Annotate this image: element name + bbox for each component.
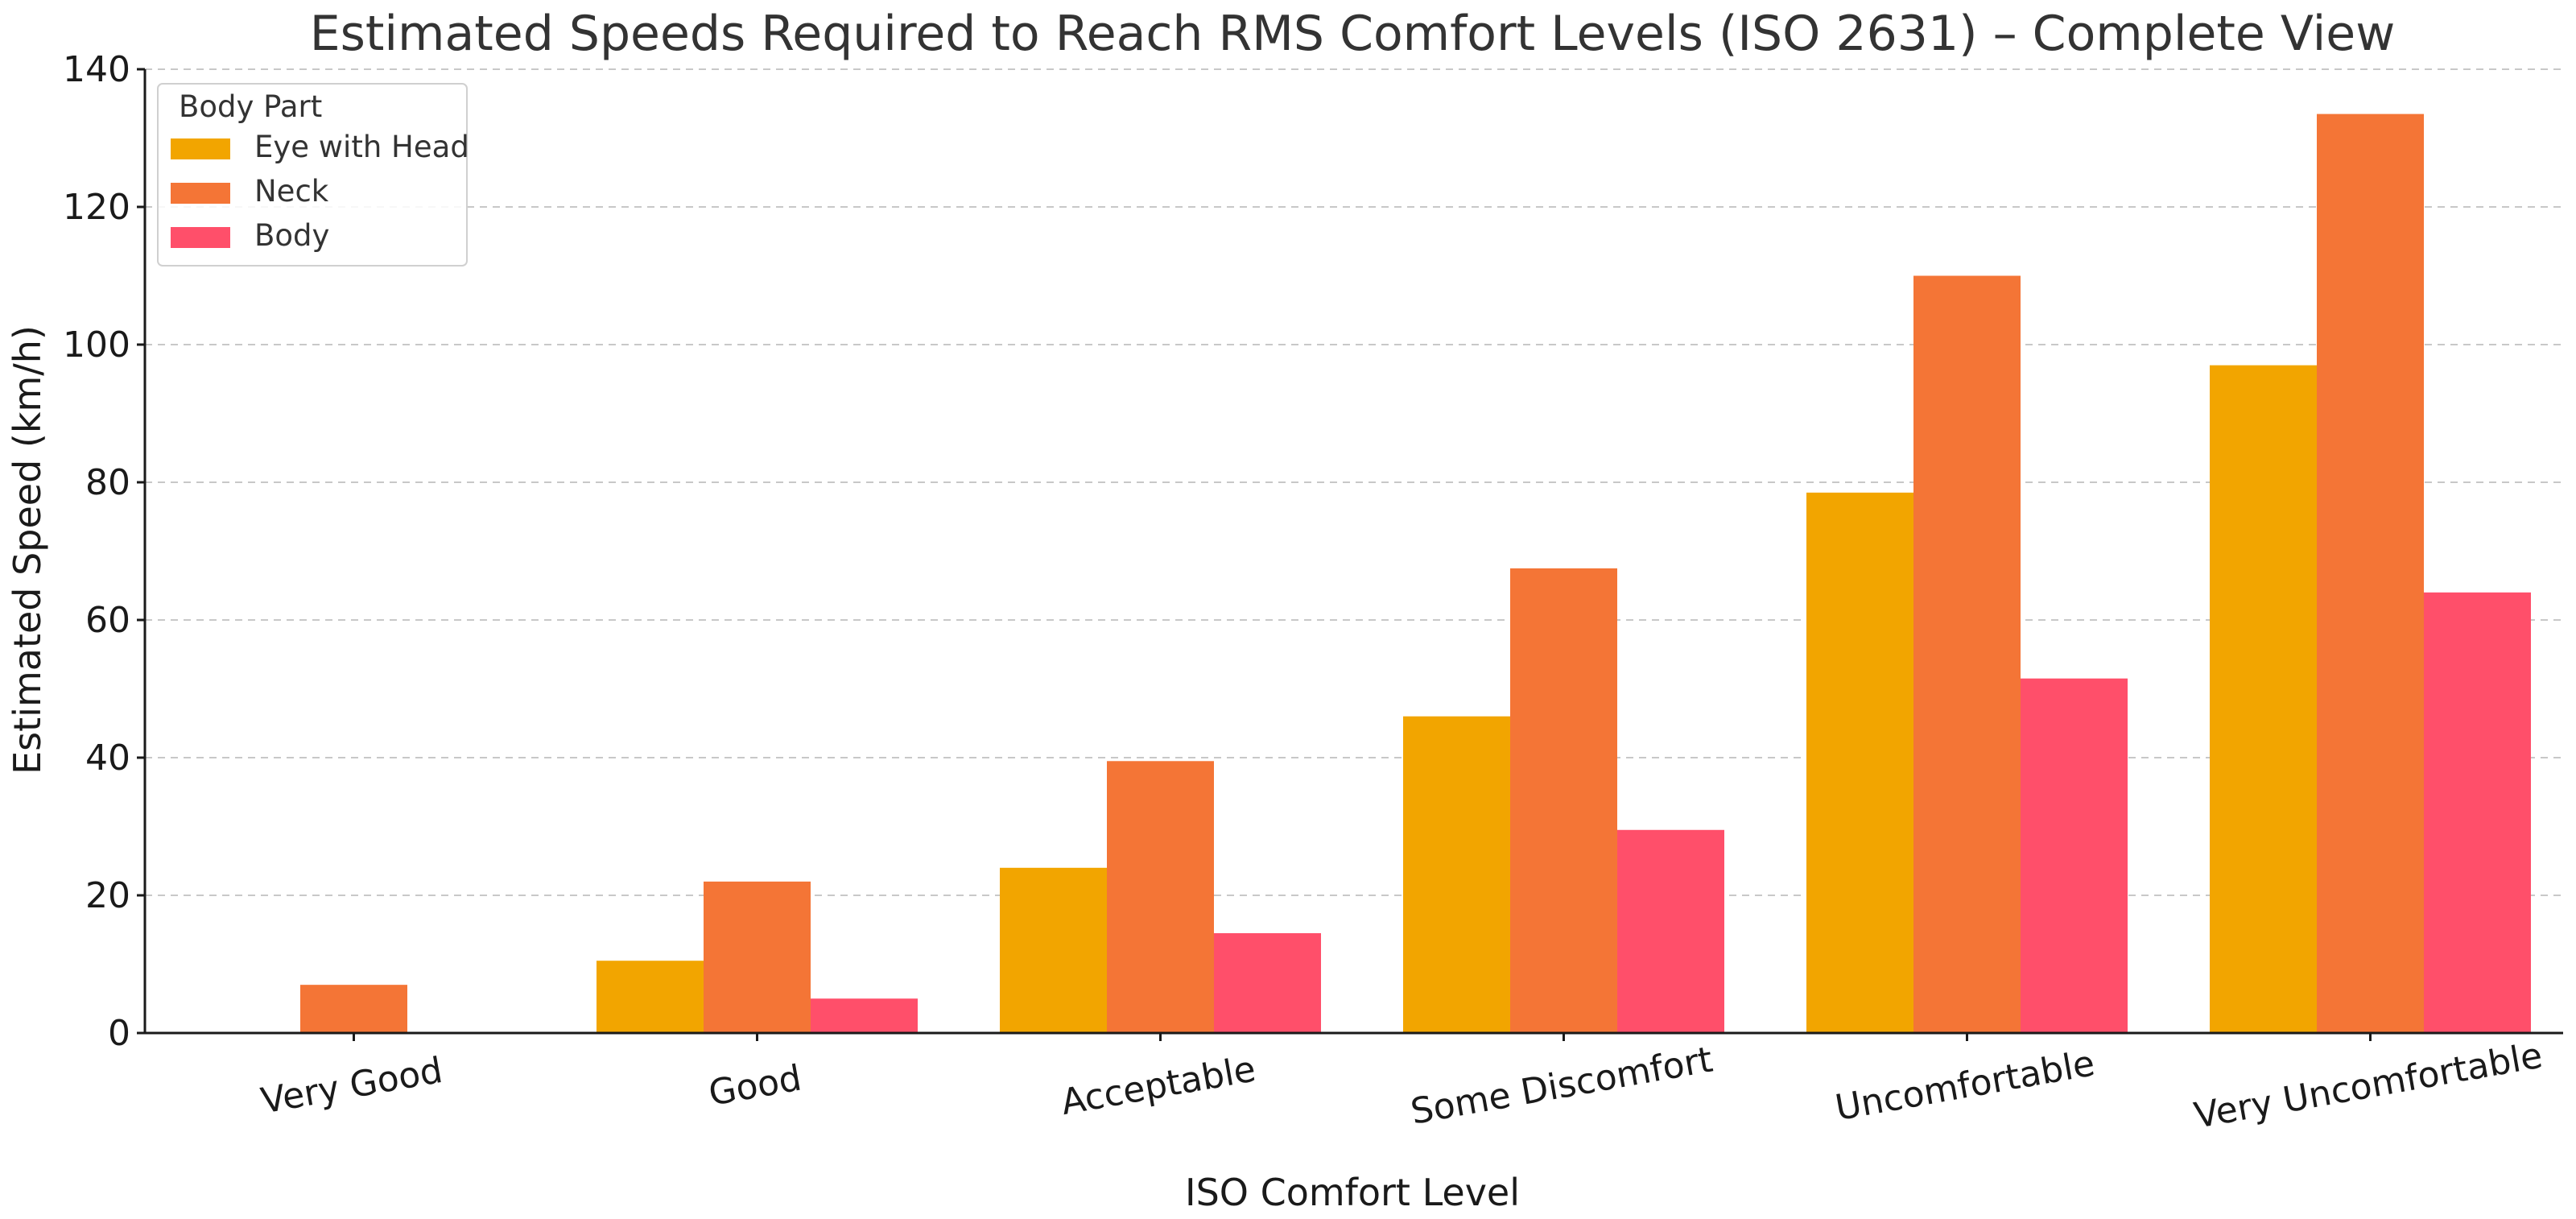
bar [2424, 592, 2531, 1033]
bar [1806, 492, 1913, 1033]
legend-entries: Eye with Head Neck Body [171, 130, 469, 253]
legend-frame [157, 83, 468, 267]
grid-lines [145, 68, 2563, 896]
x-axis-label: ISO Comfort Level [1185, 1171, 1520, 1214]
bar [1913, 275, 2021, 1033]
legend-swatch [171, 183, 230, 204]
y-tick-label: 100 [63, 324, 130, 366]
bar [704, 881, 811, 1033]
bar [2317, 114, 2424, 1034]
x-tick-label: Uncomfortable [1832, 1043, 2098, 1129]
x-tick-label: Acceptable [1058, 1048, 1258, 1123]
bar [597, 961, 704, 1033]
bars [300, 114, 2531, 1034]
legend-swatch [171, 227, 230, 248]
bar [2210, 365, 2317, 1033]
y-tick-label: 40 [85, 738, 130, 779]
x-tick-label: Very Uncomfortable [2191, 1035, 2545, 1137]
bar [300, 985, 407, 1033]
legend-label: Eye with Head [254, 130, 469, 164]
x-tick-label: Very Good [258, 1050, 445, 1122]
bar [1510, 568, 1617, 1033]
y-tick-label: 0 [108, 1013, 130, 1054]
bar [1107, 761, 1214, 1033]
bar [811, 998, 918, 1033]
legend-swatch [171, 138, 230, 159]
bar [1617, 829, 1724, 1033]
y-tick-label: 20 [85, 875, 130, 916]
y-tick-label: 140 [63, 49, 130, 90]
bar [1000, 867, 1107, 1033]
y-tick-label: 80 [85, 462, 130, 503]
x-tick-label: Good [705, 1058, 804, 1114]
legend: Body Part Eye with Head Neck Body [157, 83, 469, 267]
x-tick-label: Some Discomfort [1408, 1039, 1716, 1133]
chart-title: Estimated Speeds Required to Reach RMS C… [310, 6, 2396, 62]
axes [137, 68, 2563, 1041]
bar [1403, 716, 1510, 1033]
legend-title: Body Part [179, 89, 322, 124]
legend-label: Body [254, 218, 329, 253]
legend-label: Neck [254, 174, 329, 209]
y-tick-label: 60 [85, 600, 130, 641]
y-axis-label: Estimated Speed (km/h) [6, 325, 49, 775]
bar [1214, 933, 1321, 1033]
bar [2021, 678, 2128, 1033]
y-tick-label: 120 [63, 187, 130, 228]
